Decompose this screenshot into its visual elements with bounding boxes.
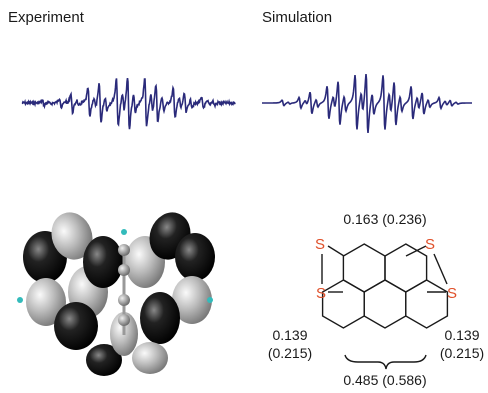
bond — [328, 246, 344, 256]
ring — [406, 280, 448, 328]
coupling-label: (0.215) — [440, 345, 484, 361]
coupling-label: 0.139 — [272, 327, 307, 343]
simulation-spectrum — [262, 74, 472, 133]
atom-label: S — [447, 285, 457, 302]
simulation-label: Simulation — [262, 9, 332, 26]
coupling-label: 0.139 — [444, 327, 479, 343]
coupling-label: 0.163 (0.236) — [343, 211, 426, 227]
atom-label: S — [316, 285, 326, 302]
experiment-spectrum — [22, 78, 235, 129]
brace — [345, 355, 426, 369]
orbital-illustration — [17, 207, 215, 376]
ring — [323, 280, 365, 328]
atom-label: S — [315, 236, 325, 253]
experiment-label: Experiment — [8, 9, 85, 26]
atom-label: S — [425, 236, 435, 253]
molecule-structure — [322, 244, 447, 328]
bond — [434, 254, 447, 284]
coupling-label: 0.485 (0.586) — [343, 372, 426, 388]
figure: Experiment Simulation S S S S 0.163 (0.2… — [0, 0, 488, 393]
ring — [343, 244, 385, 292]
ring — [364, 280, 406, 328]
ring — [385, 244, 427, 292]
coupling-label: (0.215) — [268, 345, 312, 361]
